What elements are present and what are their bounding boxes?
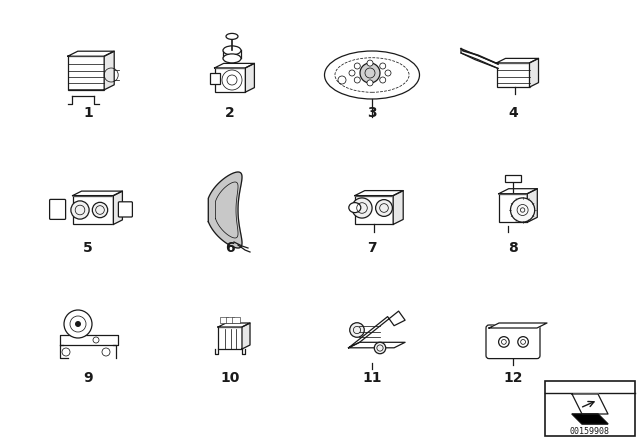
Ellipse shape — [223, 46, 241, 55]
Text: 3: 3 — [367, 106, 377, 120]
FancyBboxPatch shape — [118, 202, 132, 217]
Polygon shape — [68, 51, 114, 56]
Polygon shape — [104, 51, 114, 90]
Polygon shape — [497, 58, 538, 63]
Text: 4: 4 — [508, 106, 518, 120]
Text: 12: 12 — [503, 371, 523, 385]
Circle shape — [71, 201, 89, 219]
Polygon shape — [60, 335, 118, 345]
Polygon shape — [214, 64, 255, 68]
FancyBboxPatch shape — [226, 317, 234, 323]
Circle shape — [75, 321, 81, 327]
Text: 6: 6 — [225, 241, 235, 255]
Polygon shape — [489, 323, 547, 328]
Polygon shape — [499, 189, 538, 194]
Circle shape — [355, 77, 360, 83]
FancyBboxPatch shape — [220, 317, 228, 323]
Text: 8: 8 — [508, 241, 518, 255]
Polygon shape — [393, 190, 403, 224]
Polygon shape — [242, 323, 250, 349]
Circle shape — [92, 202, 108, 218]
Text: 10: 10 — [220, 371, 240, 385]
FancyBboxPatch shape — [50, 199, 65, 220]
Text: 7: 7 — [367, 241, 377, 255]
Circle shape — [349, 323, 364, 337]
FancyBboxPatch shape — [72, 196, 113, 224]
Circle shape — [64, 310, 92, 338]
Circle shape — [380, 77, 386, 83]
Ellipse shape — [324, 51, 419, 99]
Ellipse shape — [349, 202, 361, 213]
Polygon shape — [527, 189, 538, 222]
Ellipse shape — [226, 34, 238, 39]
FancyBboxPatch shape — [232, 317, 240, 323]
Circle shape — [374, 342, 386, 354]
Text: 9: 9 — [83, 371, 93, 385]
Circle shape — [376, 200, 392, 216]
Polygon shape — [349, 342, 405, 348]
Circle shape — [355, 63, 360, 69]
Polygon shape — [355, 190, 403, 196]
FancyBboxPatch shape — [214, 68, 245, 92]
Circle shape — [360, 63, 380, 83]
Circle shape — [367, 80, 373, 86]
Text: 00159908: 00159908 — [570, 426, 610, 435]
Polygon shape — [349, 311, 405, 348]
Polygon shape — [461, 48, 498, 69]
FancyBboxPatch shape — [210, 73, 220, 84]
FancyBboxPatch shape — [355, 196, 393, 224]
Circle shape — [352, 198, 372, 218]
Polygon shape — [572, 414, 608, 424]
Circle shape — [349, 70, 355, 76]
Text: 5: 5 — [83, 241, 93, 255]
Text: 2: 2 — [225, 106, 235, 120]
Bar — [545, 381, 635, 436]
Text: 11: 11 — [362, 371, 381, 385]
FancyBboxPatch shape — [499, 194, 527, 222]
FancyBboxPatch shape — [218, 327, 242, 349]
FancyBboxPatch shape — [497, 63, 529, 87]
Polygon shape — [529, 58, 538, 87]
FancyBboxPatch shape — [68, 56, 104, 90]
Polygon shape — [72, 191, 122, 196]
Circle shape — [511, 198, 534, 222]
Ellipse shape — [223, 54, 241, 63]
Polygon shape — [218, 323, 250, 327]
Text: 1: 1 — [83, 106, 93, 120]
Circle shape — [380, 63, 386, 69]
Polygon shape — [208, 172, 242, 248]
Polygon shape — [572, 394, 608, 414]
Polygon shape — [245, 64, 255, 92]
Polygon shape — [113, 191, 122, 224]
FancyBboxPatch shape — [486, 325, 540, 358]
Circle shape — [367, 60, 373, 66]
Circle shape — [385, 70, 391, 76]
FancyBboxPatch shape — [505, 175, 521, 182]
